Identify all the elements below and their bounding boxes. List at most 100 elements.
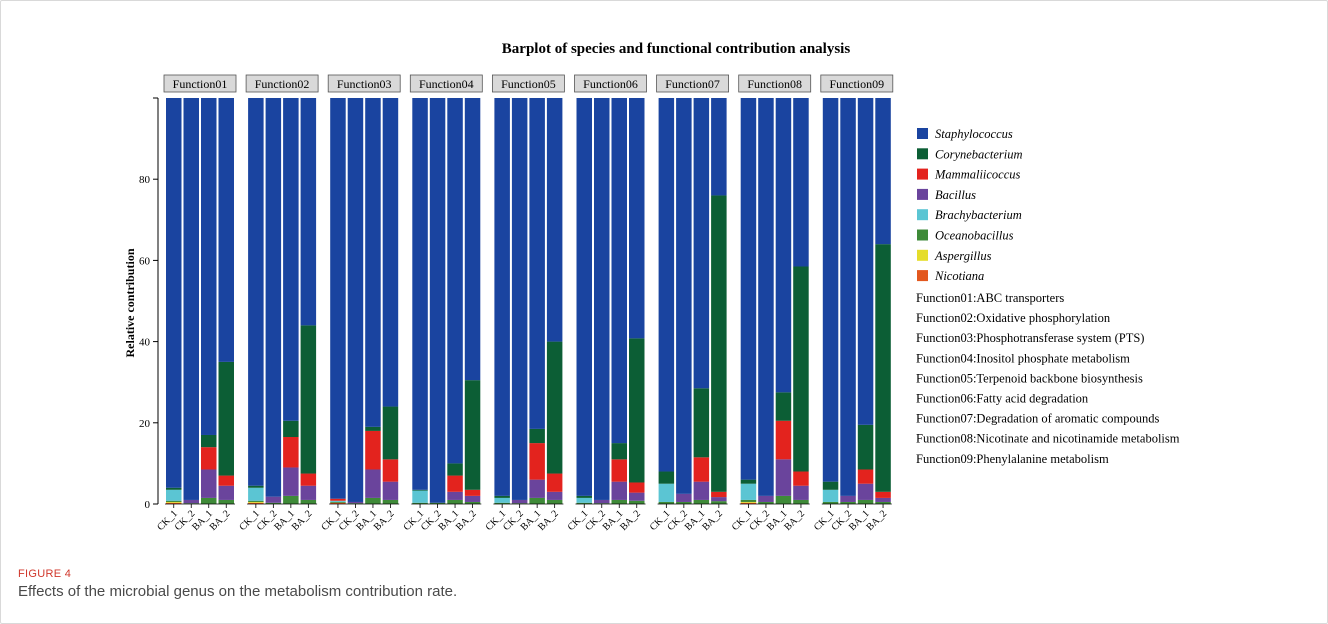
bar-segment-oceanobacillus [611, 499, 627, 504]
legend-swatch [917, 188, 928, 200]
bar-segment-bacillus [793, 485, 809, 500]
bar-segment-oceanobacillus [822, 501, 839, 504]
bar-segment-oceanobacillus [300, 499, 317, 504]
bar-segment-oceanobacillus [429, 502, 446, 504]
facet-header [738, 74, 812, 93]
bar-segment-staphylococcus [758, 98, 774, 496]
legend-swatch [917, 229, 928, 241]
bar-segment-staphylococcus [840, 98, 856, 496]
bar-segment-oceanobacillus [875, 501, 891, 504]
x-tick-label: BA_2 [864, 508, 889, 533]
bar-segment-oceanobacillus [857, 499, 874, 504]
bar-segment-aspergillus [248, 501, 264, 503]
bar-segment-oceanobacillus [201, 497, 217, 504]
function-description: Function01:ABC transporters [916, 291, 1064, 305]
bar-segment-staphylococcus [447, 98, 463, 464]
bar-segment-staphylococcus [429, 98, 446, 503]
legend-swatch [917, 128, 928, 139]
bar-segment-oceanobacillus [382, 499, 399, 504]
bar-segment-corynebacterium [740, 479, 757, 484]
bar-segment-aspergillus [166, 501, 182, 503]
bar-segment-staphylococcus [283, 98, 299, 421]
bar-segment-oceanobacillus [218, 499, 234, 504]
bar-segment-oceanobacillus [758, 501, 774, 504]
bar-segment-corynebacterium [658, 471, 675, 484]
x-tick-label: BA_2 [208, 508, 233, 533]
bar-segment-staphylococcus [594, 98, 610, 500]
bar-segment-mammaliicoccus [382, 459, 399, 482]
facet-header-label: Function01 [173, 77, 228, 91]
bar-segment-staphylococcus [347, 98, 364, 502]
bar-segment-oceanobacillus [840, 501, 856, 504]
bar-segment-staphylococcus [576, 98, 592, 496]
bar-segment-mammaliicoccus [300, 473, 317, 486]
bar-segment-staphylococcus [629, 98, 645, 339]
facet-header [574, 74, 647, 93]
figure-caption: Effects of the microbial genus on the me… [18, 583, 458, 600]
legend: Staphylococcus Corynebacterium Mammaliicoc… [917, 127, 1022, 283]
bar-segment-corynebacterium [629, 338, 645, 483]
bar-segment-oceanobacillus [576, 502, 592, 504]
bar-segment-bacillus [594, 499, 610, 504]
bar-segment-staphylococcus [875, 98, 891, 245]
bar-segment-staphylococcus [676, 98, 692, 494]
x-tick-label: BA_2 [782, 508, 807, 533]
bar-segment-staphylococcus [218, 98, 234, 362]
bar-segment-corynebacterium [775, 392, 792, 421]
function-description: Function02:Oxidative phosphorylation [916, 311, 1111, 325]
bar-segment-staphylococcus [775, 98, 792, 393]
bar-segment-staphylococcus [511, 98, 528, 500]
legend-item: Brachybacterium [917, 208, 1022, 222]
bar-segment-mammaliicoccus [529, 443, 545, 480]
bar-segment-oceanobacillus [740, 499, 757, 502]
bar-segment-staphylococcus [464, 98, 481, 381]
bar-segment-oceanobacillus [265, 502, 282, 504]
bar-segment-corynebacterium [711, 195, 727, 492]
bar-segment-brachybacterium [576, 497, 592, 503]
y-tick-label: 80 [139, 174, 151, 186]
bar-segment-staphylococcus [711, 98, 727, 196]
legend-item: Corynebacterium [917, 147, 1022, 161]
bar-segment-corynebacterium [576, 495, 592, 498]
facet-header [820, 74, 894, 93]
bar-segment-corynebacterium [464, 380, 481, 490]
bar-segment-staphylococcus [546, 98, 563, 342]
bar-segment-brachybacterium [740, 483, 757, 500]
x-tick-label: BA_2 [372, 508, 397, 533]
facet-panels: Function01CK_1CK_2BA_1BA_2Function02CK_1… [155, 74, 894, 533]
legend-swatch [917, 249, 928, 261]
bar-segment-nicotiana [248, 502, 264, 504]
function-description: Function09:Phenylalanine metabolism [916, 452, 1109, 466]
bar-segment-corynebacterium [494, 495, 510, 498]
y-axis-label: Relative contribution [123, 248, 137, 357]
x-tick-label: BA_2 [536, 508, 561, 533]
bar-segment-bacillus [218, 485, 234, 500]
function-description: Function05:Terpenoid backbone biosynthes… [916, 371, 1143, 385]
figure-label: FIGURE 4 [18, 568, 72, 580]
bar-segment-bacillus [529, 479, 545, 498]
bar-segment-staphylococcus [183, 98, 199, 500]
bar-segment-oceanobacillus [711, 501, 727, 504]
function-description: Function08:Nicotinate and nicotinamide m… [916, 432, 1180, 446]
bar-segment-corynebacterium [218, 361, 234, 476]
bar-segment-brachybacterium [822, 489, 839, 502]
bar-segment-bacillus [546, 491, 563, 500]
bar-segment-bacillus [758, 495, 774, 502]
bar-segment-oceanobacillus [464, 501, 481, 504]
bar-segment-corynebacterium [822, 481, 839, 490]
bar-segment-bacillus [265, 496, 282, 503]
bar-segment-oceanobacillus [693, 499, 710, 504]
bar-segment-nicotiana [166, 502, 182, 504]
bar-segment-corynebacterium [412, 489, 428, 491]
bar-segment-oceanobacillus [676, 501, 692, 504]
legend-label: Corynebacterium [935, 147, 1022, 161]
bar-segment-brachybacterium [166, 489, 182, 501]
function-descriptions: Function01:ABC transporters Function02:Ox… [916, 291, 1180, 466]
bar-segment-oceanobacillus [365, 497, 381, 504]
bar-segment-corynebacterium [857, 424, 874, 470]
bar-segment-oceanobacillus [494, 502, 510, 504]
